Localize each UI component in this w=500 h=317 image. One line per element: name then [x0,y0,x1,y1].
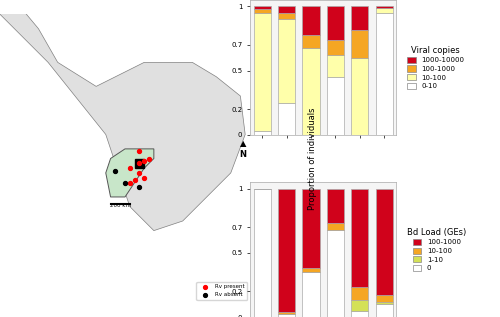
Text: ▲
N: ▲ N [240,139,246,158]
Point [126,165,134,171]
Bar [327,189,344,223]
Point [112,168,120,173]
Bar [302,48,320,135]
Point [140,158,148,164]
Point [126,180,134,185]
Bar [254,6,270,9]
Bar [327,6,344,40]
Point [145,156,153,161]
Bar [278,103,295,135]
Point [136,161,143,166]
Point [136,149,143,154]
Bar [254,189,270,317]
Bar [254,131,270,135]
Bar [351,29,368,58]
Polygon shape [0,0,245,230]
Bar [327,223,344,230]
Point [136,170,143,175]
Bar [351,189,368,288]
Text: 200 km: 200 km [110,203,130,208]
Bar [376,301,392,304]
Bar [302,35,320,48]
Bar [278,13,295,19]
Bar [351,300,368,311]
Bar [278,6,295,13]
Bar [302,6,320,35]
Bar [376,304,392,317]
Bar [278,19,295,103]
Bar [327,77,344,135]
Polygon shape [106,149,154,197]
Legend: Rv present, Rv absent: Rv present, Rv absent [196,281,247,300]
Bar [376,295,392,301]
Point [136,185,143,190]
Point [130,178,138,183]
Bar [351,311,368,317]
Bar [327,55,344,77]
Bar [254,13,270,131]
Bar [278,189,295,312]
Point [121,180,129,185]
Bar [351,58,368,135]
Bar [327,40,344,55]
Bar [327,230,344,317]
Bar [254,9,270,13]
Bar [376,189,392,295]
Bar [376,13,392,135]
Point [140,175,148,180]
Legend: 100-1000, 10-100, 1-10, 0: 100-1000, 10-100, 1-10, 0 [406,227,468,273]
Bar [302,272,320,317]
Bar [376,6,392,8]
Bar [351,288,368,300]
Bar [302,268,320,272]
Polygon shape [134,158,144,168]
Bar [278,312,295,314]
Bar [376,8,392,13]
Bar [278,314,295,317]
Bar [351,6,368,29]
Legend: 1000-10000, 100-1000, 10-100, 0-10: 1000-10000, 100-1000, 10-100, 0-10 [406,44,466,90]
Bar [302,189,320,268]
Text: Proportion of individuals: Proportion of individuals [308,107,317,210]
